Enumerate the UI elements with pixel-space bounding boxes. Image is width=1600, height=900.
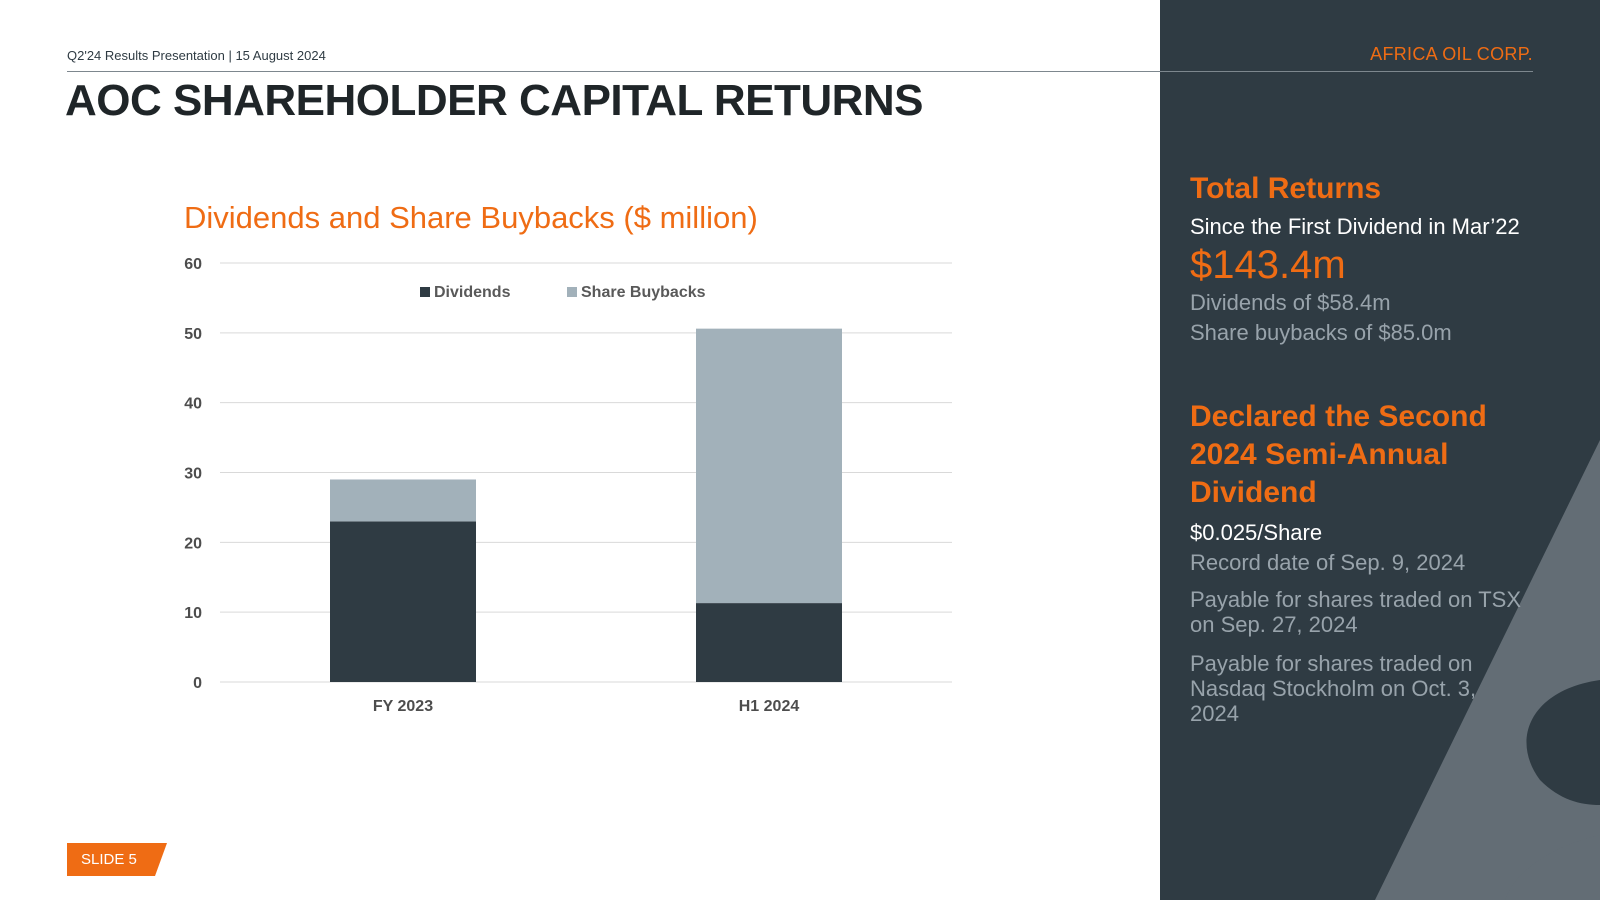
legend-label: Dividends [434, 284, 511, 301]
total-returns-subtitle: Since the First Dividend in Mar’22 [1190, 214, 1520, 239]
y-tick-label: 40 [184, 396, 202, 413]
bar-share-buybacks-h1-2024 [696, 328, 842, 604]
dividends-total: Dividends of $58.4m [1190, 290, 1391, 315]
y-tick-label: 60 [184, 256, 202, 273]
dividend-declared-block: Declared the Second 2024 Semi-Annual Div… [1190, 398, 1560, 726]
tsx-payable: Payable for shares traded on TSX on Sep.… [1190, 587, 1522, 637]
total-returns-amount: $143.4m [1190, 243, 1346, 287]
right-panel: Total Returns Since the First Dividend i… [1160, 0, 1600, 900]
y-tick-label: 20 [184, 535, 202, 552]
chart-title: Dividends and Share Buybacks ($ million) [184, 200, 758, 235]
total-returns-block: Total Returns Since the First Dividend i… [1190, 170, 1590, 348]
y-tick-label: 0 [193, 675, 202, 692]
page-title: AOC SHAREHOLDER CAPITAL RETURNS [65, 76, 924, 125]
legend-label: Share Buybacks [581, 284, 706, 301]
presentation-meta: Q2'24 Results Presentation | 15 August 2… [67, 48, 326, 63]
bar-dividends-fy-2023 [330, 521, 476, 682]
x-tick-label: H1 2024 [739, 698, 800, 715]
y-tick-label: 10 [184, 605, 202, 622]
nasdaq-payable: Payable for shares traded on Nasdaq Stoc… [1190, 651, 1477, 726]
header-divider [67, 71, 1533, 72]
record-date: Record date of Sep. 9, 2024 [1190, 550, 1466, 575]
bar-share-buybacks-fy-2023 [330, 479, 476, 522]
company-brand: AFRICA OIL CORP. [1370, 44, 1533, 64]
buybacks-total: Share buybacks of $85.0m [1190, 320, 1452, 345]
decorative-logo-shape [1375, 440, 1600, 900]
legend-swatch [567, 287, 577, 297]
total-returns-heading: Total Returns [1190, 172, 1382, 205]
stacked-bar-chart: 0 10 20 30 40 50 60 FY 2023 H1 2024 Dividends Shar… [184, 256, 952, 715]
x-tick-label: FY 2023 [373, 698, 433, 715]
slide-number-badge: SLIDE 5 [67, 843, 167, 876]
bar-dividends-h1-2024 [696, 603, 842, 682]
y-tick-label: 50 [184, 326, 202, 343]
dividend-declared-heading: Declared the Second 2024 Semi-Annual Div… [1190, 400, 1487, 509]
legend-swatch [420, 287, 430, 297]
y-tick-label: 30 [184, 466, 202, 483]
dividend-per-share: $0.025/Share [1190, 520, 1323, 545]
